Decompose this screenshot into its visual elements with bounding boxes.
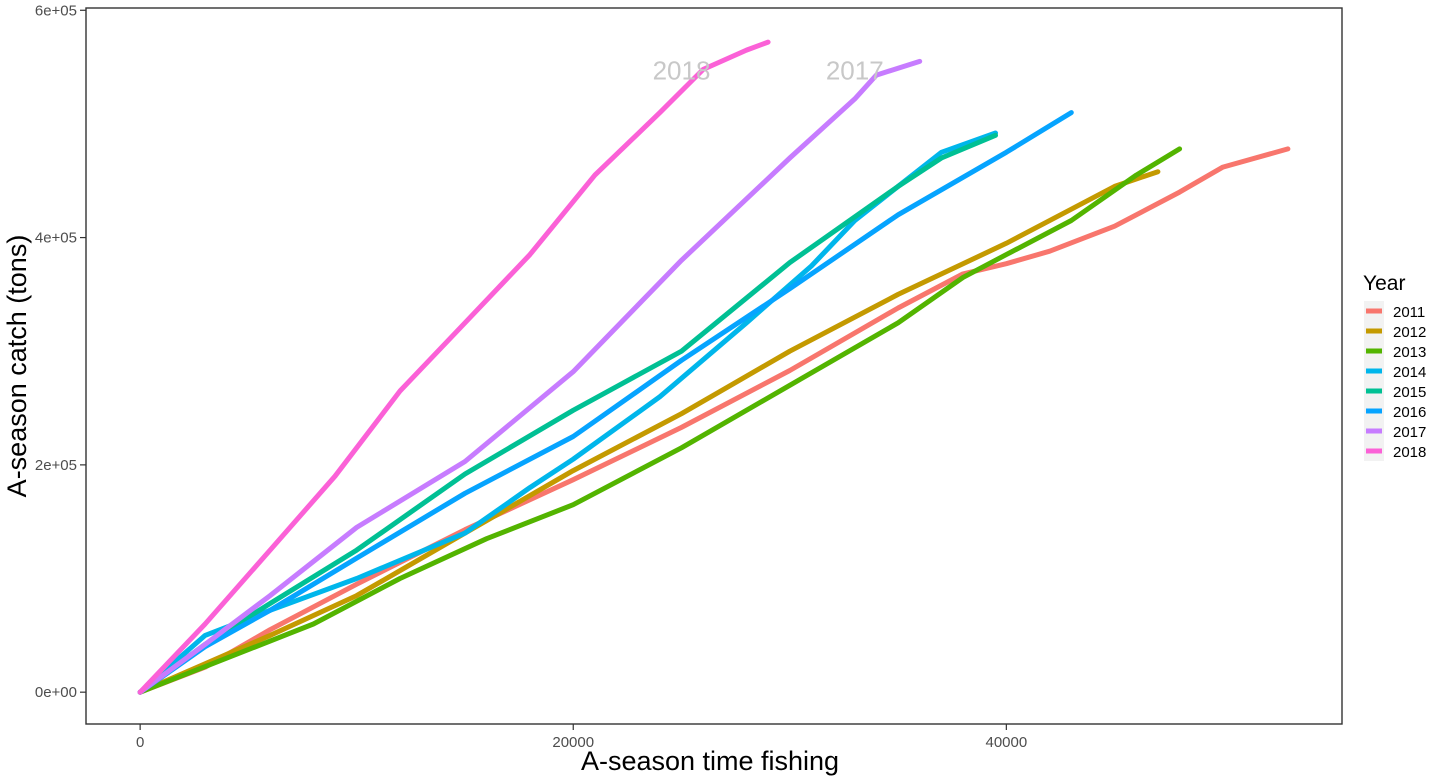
x-tick-label: 20000 xyxy=(552,734,594,751)
annotation-layer: 2018 2017 xyxy=(653,55,884,85)
series-line-2013 xyxy=(137,146,1183,695)
series-line-2017 xyxy=(137,58,923,695)
legend-label-2011: 2011 xyxy=(1393,304,1425,321)
series-layer xyxy=(137,39,1291,695)
y-tick-label: 4e+05 xyxy=(35,230,77,247)
series-line-2018 xyxy=(137,39,771,695)
annotation-label-2018: 2018 xyxy=(653,55,711,85)
legend-label-2016: 2016 xyxy=(1393,404,1426,421)
annotation-label-2017: 2017 xyxy=(826,55,884,85)
y-tick-label: 6e+05 xyxy=(35,2,77,19)
legend: Year 2011 2012 2013 2014 2015 2016 2017 2018 xyxy=(1363,272,1426,461)
legend-items: 2011 2012 2013 2014 2015 2016 2017 2018 xyxy=(1364,301,1426,461)
legend-label-2014: 2014 xyxy=(1393,364,1426,381)
x-tick-label: 40000 xyxy=(985,734,1027,751)
y-axis-title: A-season catch (tons) xyxy=(2,235,32,498)
y-tick-label: 2e+05 xyxy=(35,457,77,474)
x-tick-label: 0 xyxy=(136,734,144,751)
axis-layer: 0 20000 40000 0e+00 2e+05 4e+05 6e+05 xyxy=(35,2,1027,751)
series-line-2011 xyxy=(137,146,1291,695)
y-tick-label: 0e+00 xyxy=(35,684,77,701)
legend-label-2015: 2015 xyxy=(1393,384,1426,401)
legend-label-2017: 2017 xyxy=(1393,424,1426,441)
legend-label-2012: 2012 xyxy=(1393,324,1426,341)
legend-label-2018: 2018 xyxy=(1393,444,1426,461)
legend-label-2013: 2013 xyxy=(1393,344,1426,361)
legend-title: Year xyxy=(1363,272,1405,295)
panel-border xyxy=(85,7,1343,725)
series-line-2012 xyxy=(137,169,1161,695)
series-line-2016 xyxy=(137,110,1074,695)
x-axis-title: A-season time fishing xyxy=(581,746,839,776)
series-line-2015 xyxy=(137,132,998,695)
